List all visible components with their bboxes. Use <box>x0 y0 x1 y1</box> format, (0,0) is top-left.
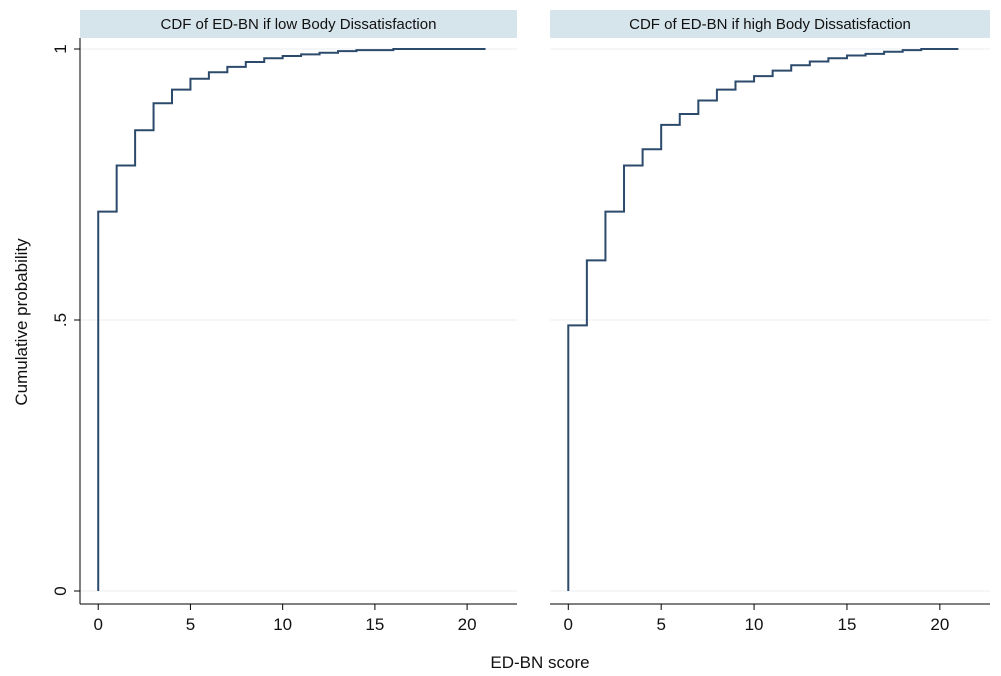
panel-title-bar <box>550 10 990 38</box>
panel-title: CDF of ED-BN if high Body Dissatisfactio… <box>629 16 911 33</box>
y-tick-label: 0 <box>51 586 70 595</box>
panel-title-bar <box>80 10 517 38</box>
x-tick-label: 20 <box>458 615 477 634</box>
x-tick-label: 0 <box>564 615 573 634</box>
x-tick-label: 15 <box>365 615 384 634</box>
y-tick-label: 1 <box>51 44 70 53</box>
panel-1: CDF of ED-BN if low Body Dissatisfaction… <box>51 10 517 634</box>
panel-title: CDF of ED-BN if low Body Dissatisfaction <box>161 16 437 33</box>
x-tick-label: 5 <box>656 615 665 634</box>
cdf-step-line <box>567 48 959 591</box>
x-tick-label: 15 <box>837 615 856 634</box>
panels-group: CDF of ED-BN if low Body Dissatisfaction… <box>51 10 990 634</box>
x-tick-label: 10 <box>273 615 292 634</box>
x-tick-label: 20 <box>930 615 949 634</box>
y-axis-title: Cumulative probability <box>12 238 31 406</box>
x-axis-title: ED-BN score <box>490 653 589 672</box>
x-tick-label: 0 <box>93 615 102 634</box>
x-tick-label: 10 <box>745 615 764 634</box>
panel-2: CDF of ED-BN if high Body Dissatisfactio… <box>550 10 990 634</box>
y-tick-label: .5 <box>51 313 70 327</box>
x-tick-label: 5 <box>186 615 195 634</box>
cdf-step-line <box>97 48 486 591</box>
